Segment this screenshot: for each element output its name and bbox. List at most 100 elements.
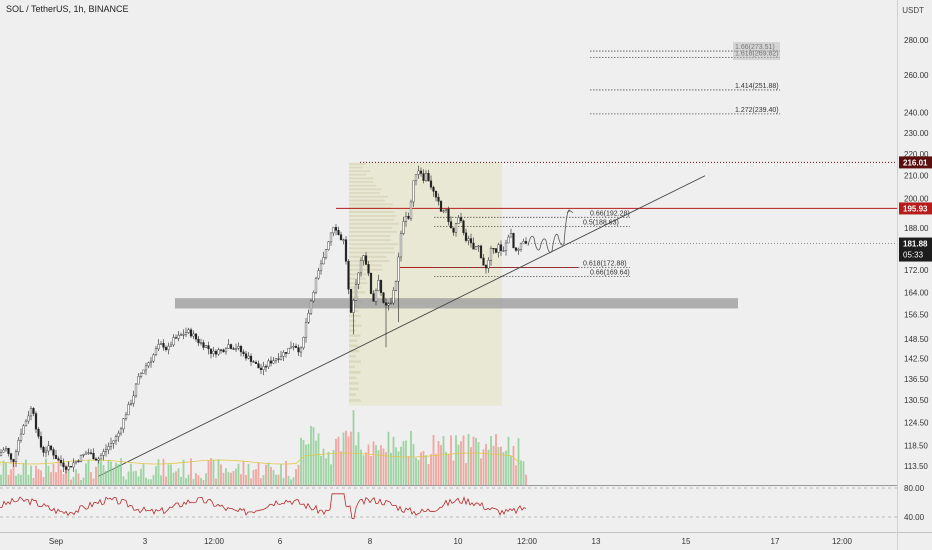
volume-bar [2, 460, 5, 485]
volume-bar [420, 452, 422, 485]
candle-body [332, 227, 335, 234]
candle-body [199, 342, 203, 344]
time-tick-label: 8 [368, 537, 373, 546]
candle-body [422, 173, 425, 181]
projection-path[interactable] [527, 209, 571, 254]
volume-bar [92, 478, 95, 485]
candle-body [462, 220, 465, 234]
volume-bar [347, 436, 350, 485]
candle-body [127, 404, 130, 416]
candle-body [509, 233, 513, 238]
candle-body [274, 358, 278, 361]
candle-body [167, 345, 170, 350]
volume-profile-bar [349, 195, 389, 198]
candle-body [49, 445, 53, 450]
volume-profile-zone[interactable] [349, 162, 502, 406]
symbol-title[interactable]: SOL / TetherUS, 1h, BINANCE [6, 4, 129, 14]
candle-body [92, 453, 95, 460]
price-badge-current-bg [899, 237, 932, 262]
volume-bar [470, 447, 472, 485]
volume-bar [7, 474, 10, 485]
volume-bar [275, 474, 277, 485]
volume-profile-bar [349, 181, 374, 183]
candle-body [244, 353, 248, 359]
candle-body [134, 383, 138, 397]
volume-bar [225, 468, 227, 485]
volume-profile-bar [349, 376, 357, 380]
volume-profile-bar [349, 264, 382, 267]
volume-profile-bar [349, 387, 359, 391]
volume-bar [122, 476, 125, 485]
volume-bar [377, 450, 380, 485]
volume-bar [40, 470, 42, 485]
candle-body [489, 248, 493, 261]
candle-body [129, 403, 133, 405]
volume-profile-bar [349, 222, 399, 225]
candle-body [299, 347, 303, 353]
price-tick-label: 210.00 [904, 172, 929, 181]
price-badge-216-bg [899, 156, 932, 169]
volume-bar [235, 468, 237, 485]
price-badge-216: 216.01 [903, 158, 928, 167]
candle-body [194, 333, 198, 340]
volume-profile-bar [349, 163, 366, 165]
rsi-tick-label: 80.00 [904, 484, 925, 493]
volume-bar [505, 450, 507, 485]
time-axis[interactable]: Sep 3 12:00 6 8 10 12:00 13 15 17 12:00 [49, 537, 853, 546]
volume-bar [185, 478, 187, 485]
volume-bar [97, 460, 100, 485]
candles [0, 165, 528, 474]
candle-body [402, 221, 405, 234]
volume-profile-bar [349, 211, 395, 213]
candle-body [354, 284, 358, 301]
volume-bar [345, 430, 347, 485]
price-tick-label: 136.50 [904, 375, 929, 384]
support-zone[interactable] [175, 298, 738, 309]
candle-body [84, 452, 88, 455]
candle-body [324, 249, 328, 258]
volume-bar [320, 455, 322, 485]
candle-body [124, 414, 128, 420]
candle-body [139, 373, 143, 377]
candle-body [414, 174, 418, 182]
price-tick-label: 200.00 [904, 195, 929, 204]
volume-bar [227, 472, 230, 485]
candle-body [412, 180, 415, 203]
candle-body [479, 245, 483, 259]
volume-bar [365, 452, 367, 485]
volume-bar [452, 460, 455, 485]
candle-body [294, 345, 298, 348]
fib-level-label: 0.66(192.28) [590, 210, 630, 217]
candle-body [97, 458, 100, 461]
candle-body [472, 242, 475, 250]
rsi-pane[interactable] [0, 487, 897, 519]
volume-bar [132, 471, 135, 485]
volume-bar [357, 432, 360, 485]
candle-body [387, 303, 390, 306]
candle-body [337, 230, 340, 235]
candle-body [22, 425, 25, 435]
candle-body [369, 272, 373, 294]
volume-profile-bar [349, 226, 393, 229]
candle-body [102, 451, 105, 456]
volume-bar [27, 474, 30, 485]
volume-bar [150, 479, 152, 485]
volume-bar [400, 446, 402, 485]
candle-body [247, 355, 250, 359]
candle-body [352, 300, 355, 313]
volume-profile-bar [349, 203, 393, 206]
volume-bar [415, 457, 417, 485]
volume-bar [342, 432, 345, 485]
candle-body [212, 350, 215, 354]
candle-body [499, 244, 503, 251]
candle-body [254, 362, 258, 364]
candle-body [259, 367, 263, 370]
volume-bar [127, 471, 130, 485]
candle-body [467, 238, 470, 241]
volume-bar [295, 469, 297, 485]
candle-body [147, 362, 150, 367]
volume-bar [260, 478, 262, 485]
trendline[interactable] [97, 175, 706, 477]
candle-body [452, 227, 455, 233]
